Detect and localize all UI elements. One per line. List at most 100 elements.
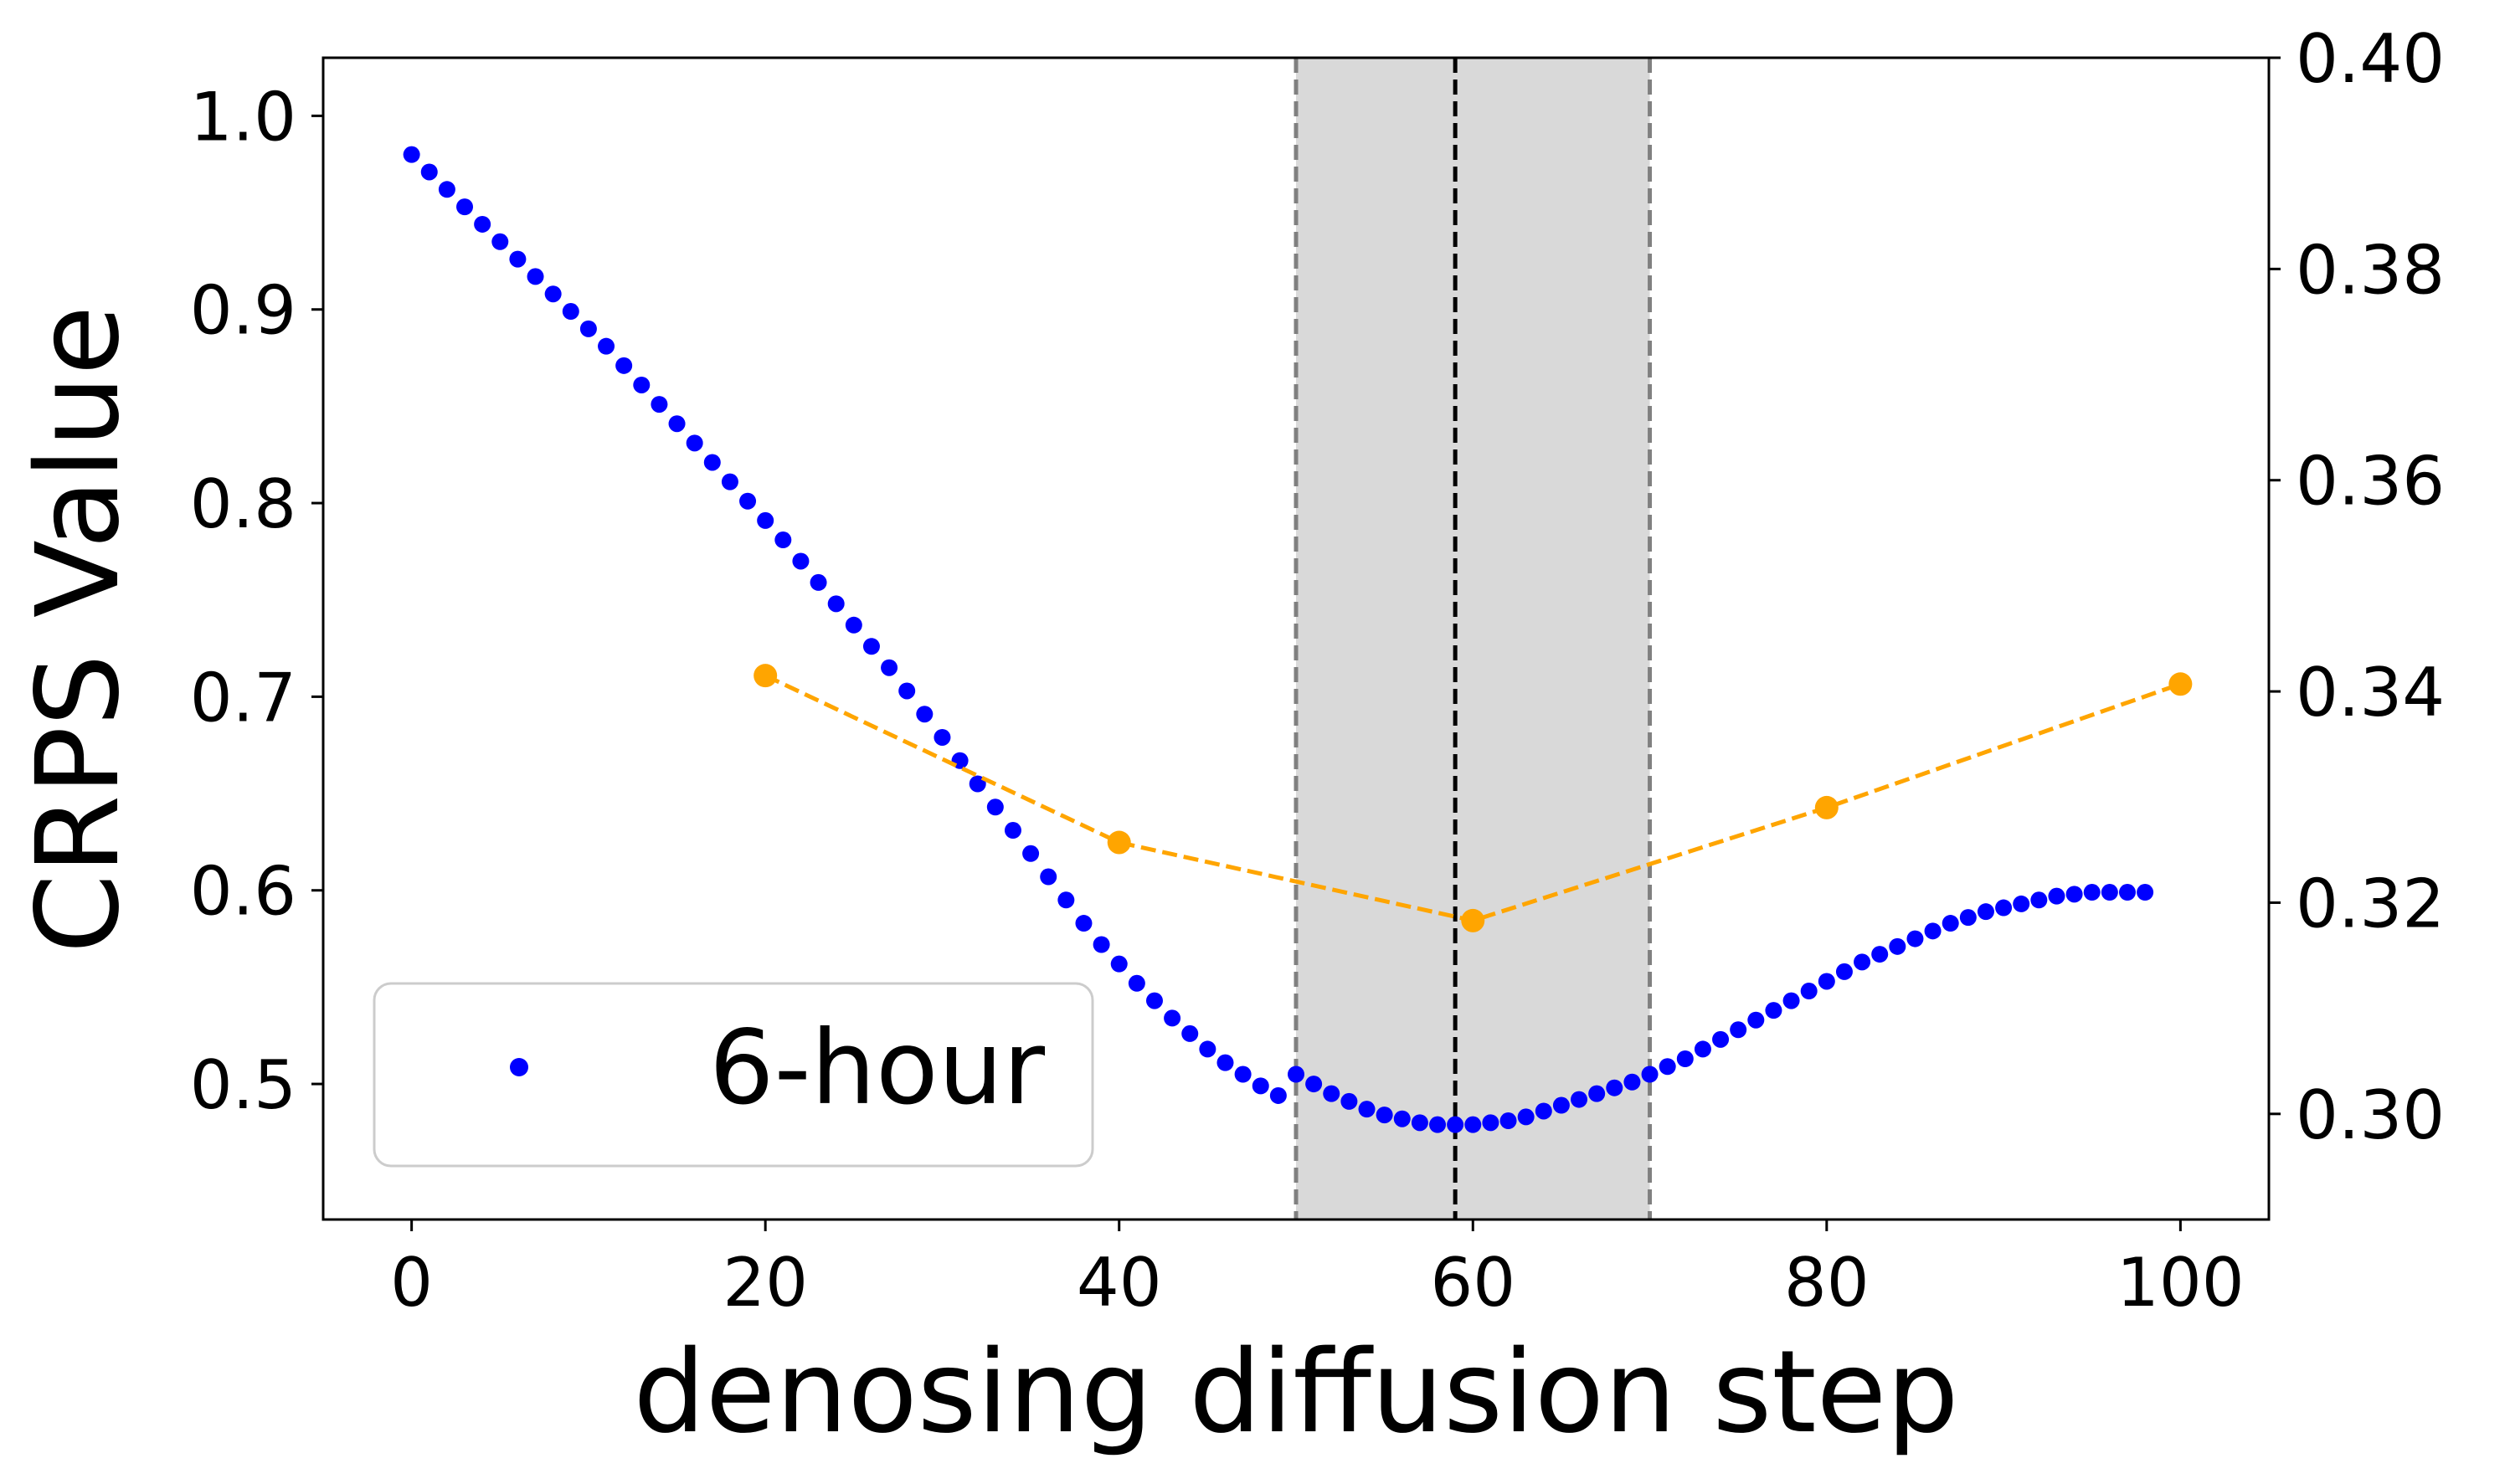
right-axis-point (1107, 830, 1131, 855)
legend: 6-hour (373, 982, 1094, 1168)
y2-tick-label: 0.40 (2296, 20, 2445, 98)
data-point-6-hour (633, 376, 651, 393)
data-point-6-hour (1216, 1054, 1234, 1071)
data-point-6-hour (651, 396, 668, 413)
data-point-6-hour (2065, 886, 2083, 903)
data-point-6-hour (1606, 1079, 1623, 1096)
data-point-6-hour (1393, 1110, 1411, 1127)
data-point-6-hour (1676, 1050, 1694, 1067)
axes-layer (321, 56, 2271, 1221)
data-point-6-hour (1694, 1040, 1711, 1058)
data-point-6-hour (1110, 955, 1128, 973)
data-point-6-hour (1093, 936, 1110, 953)
data-point-6-hour (1411, 1114, 1428, 1132)
data-point-6-hour (420, 163, 438, 181)
data-point-6-hour (2101, 884, 2118, 901)
data-point-6-hour (1252, 1077, 1269, 1095)
data-point-6-hour (1977, 903, 1994, 921)
data-point-6-hour (934, 728, 951, 746)
data-point-6-hour (1464, 1116, 1482, 1133)
data-point-6-hour (862, 638, 880, 655)
data-point-6-hour (1712, 1030, 1730, 1048)
data-point-6-hour (2118, 884, 2136, 901)
data-point-6-hour (1517, 1108, 1535, 1126)
right-axis-point (2168, 672, 2193, 696)
data-point-6-hour (898, 682, 916, 700)
legend-label: 6-hour (709, 1009, 1046, 1127)
data-point-6-hour (721, 473, 738, 490)
x-tick-label: 100 (2117, 1244, 2245, 1322)
data-point-6-hour (881, 659, 898, 676)
right-axis-point (1814, 795, 1839, 819)
data-point-6-hour (1376, 1107, 1393, 1124)
data-point-6-hour (1499, 1112, 1517, 1130)
data-point-6-hour (1145, 992, 1163, 1009)
data-point-6-hour (827, 595, 845, 613)
data-point-6-hour (916, 706, 934, 723)
y2-tick-label: 0.32 (2296, 865, 2445, 942)
data-point-6-hour (792, 552, 810, 570)
data-point-6-hour (986, 798, 1004, 816)
shaded-region-layer (1294, 58, 1653, 1220)
data-point-6-hour (1730, 1021, 1747, 1039)
data-point-6-hour (1906, 930, 1924, 947)
data-point-6-hour (1340, 1092, 1358, 1110)
data-point-6-hour (2030, 891, 2048, 909)
data-point-6-hour (1659, 1058, 1676, 1076)
data-point-6-hour (1552, 1096, 1570, 1114)
data-point-6-hour (615, 357, 633, 374)
x-tick-label: 40 (1077, 1244, 1162, 1322)
y-tick-label: 0.6 (190, 853, 296, 931)
data-point-6-hour (1535, 1102, 1552, 1120)
data-point-6-hour (1588, 1085, 1606, 1102)
data-point-6-hour (1022, 845, 1040, 862)
y-axis-title: CRPS Value (13, 306, 145, 954)
y2-tick-label: 0.30 (2296, 1076, 2445, 1154)
data-point-6-hour (668, 415, 686, 433)
legend-box (373, 982, 1094, 1168)
data-point-6-hour (1269, 1086, 1287, 1104)
right-axis-point (754, 664, 778, 688)
plot-frame (321, 56, 2271, 1221)
y2-tick-label: 0.34 (2296, 654, 2445, 732)
ticks-layer: 0 20 40 60 80 100 0.5 0.6 0.7 0.8 0.9 1.0 0.30 0.32 0.… (190, 20, 2445, 1322)
y-tick-label: 1.0 (190, 78, 296, 156)
y-tick-label: 0.7 (190, 659, 296, 737)
data-point-6-hour (1004, 822, 1021, 840)
data-point-6-hour (2048, 887, 2065, 905)
shaded-region (1296, 58, 1650, 1220)
data-point-6-hour (403, 146, 420, 163)
data-point-6-hour (1889, 937, 1906, 955)
data-point-6-hour (1323, 1085, 1340, 1102)
data-point-6-hour (686, 434, 703, 452)
data-point-6-hour (2137, 884, 2154, 901)
data-point-6-hour (774, 531, 792, 549)
data-point-6-hour (1571, 1091, 1588, 1108)
data-point-6-hour (1623, 1073, 1641, 1091)
data-point-6-hour (1128, 974, 1145, 992)
data-point-6-hour (1942, 915, 1959, 932)
data-point-6-hour (703, 454, 721, 471)
data-point-6-hour (579, 320, 597, 337)
series-layer (403, 146, 2193, 1133)
data-point-6-hour (1075, 915, 1093, 932)
data-point-6-hour (474, 215, 491, 233)
y2-tick-label: 0.36 (2296, 443, 2445, 521)
data-point-6-hour (1482, 1114, 1499, 1132)
data-point-6-hour (598, 337, 615, 355)
data-point-6-hour (1641, 1066, 1659, 1083)
x-axis-title: denosing diffusion step (633, 1327, 1958, 1459)
data-point-6-hour (1181, 1024, 1199, 1042)
x-tick-label: 60 (1430, 1244, 1515, 1322)
x-tick-label: 80 (1784, 1244, 1870, 1322)
y2-tick-label: 0.38 (2296, 231, 2445, 309)
data-point-6-hour (1854, 953, 1871, 971)
y-tick-label: 0.9 (190, 272, 296, 350)
data-point-6-hour (1818, 973, 1835, 990)
data-point-6-hour (1040, 868, 1057, 886)
legend-marker (510, 1058, 528, 1076)
data-point-6-hour (757, 511, 774, 529)
data-point-6-hour (810, 573, 827, 591)
data-point-6-hour (1782, 992, 1800, 1009)
